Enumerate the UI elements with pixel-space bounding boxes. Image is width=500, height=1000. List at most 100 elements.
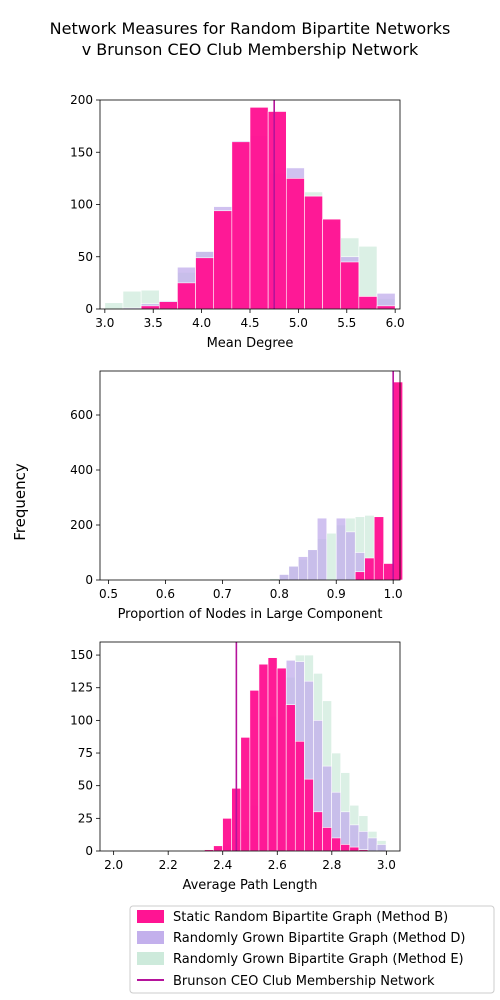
path-length-xtick-label: 2.8 [322,858,341,872]
mean-degree-bar-series0 [285,178,305,310]
path-length-bar-series1 [358,831,369,852]
path-length-bar-series0 [294,740,305,852]
large-component-xtick-label: 0.6 [156,587,175,601]
large-component-bar-series0 [354,571,366,581]
path-length-ytick-label: 25 [78,811,93,825]
mean-degree-bar-series0 [195,257,215,310]
mean-degree-bar-series0 [340,261,360,310]
legend-label-method-b: Static Random Bipartite Graph (Method B) [173,910,448,925]
path-length-xtick-label: 2.0 [104,858,123,872]
figure-ylabel: Frequency [11,463,29,541]
mean-degree-bar-series0 [158,301,178,310]
mean-degree-bar-series2 [104,302,124,310]
large-component-panel: 0.5 0.6 0.7 0.8 0.9 1.0 0 200 400 600 Proportion o… [70,370,403,622]
path-length-bar-series1 [376,844,387,852]
path-length-ytick-label: 50 [78,779,93,793]
mean-degree-bar-series0 [140,305,160,310]
mean-degree-bar-series0 [213,210,233,310]
large-component-bar-series1 [307,549,318,581]
path-length-xtick-label: 2.2 [159,858,178,872]
path-length-bar-series1 [367,837,378,852]
legend-swatch-method-d [137,931,164,944]
mean-degree-ytick-label: 0 [85,302,93,316]
large-component-bar-series1 [288,565,299,581]
legend-frame [129,905,495,994]
path-length-ytick-label: 0 [85,844,93,858]
large-component-ytick-label: 200 [70,518,93,532]
path-length-xtick-label: 2.6 [268,858,287,872]
path-length-axes-frame [99,641,401,852]
large-component-ytick-label: 0 [85,573,93,587]
path-length-ytick-label: 100 [70,713,93,727]
mean-degree-bar-series0 [376,305,396,310]
large-component-xtick-label: 0.5 [99,587,118,601]
path-length-bar-series0 [349,846,360,852]
mean-degree-xtick-label: 3.5 [144,316,163,330]
mean-degree-xtick-label: 4.5 [240,316,259,330]
path-length-xlabel: Average Path Length [182,878,317,893]
legend-swatch-method-e [137,952,164,965]
path-length-panel: 2.0 2.2 2.4 2.6 2.8 3.0 0 25 50 75 100 125 150 Averag… [70,641,401,893]
mean-degree-xtick-label: 6.0 [386,316,405,330]
path-length-ytick-label: 150 [70,648,93,662]
path-length-bar-series0 [322,827,332,852]
path-length-bar-series0 [304,778,314,852]
mean-degree-ytick-label: 150 [70,145,93,159]
mean-degree-ytick-label: 50 [78,250,93,264]
path-length-ytick-label: 75 [78,746,93,760]
legend: Static Random Bipartite Graph (Method B)… [129,905,495,994]
large-component-bar-series0 [383,563,394,581]
large-component-xtick-label: 0.7 [213,587,232,601]
mean-degree-xtick-label: 5.5 [337,316,356,330]
path-length-bar-series0 [276,667,287,852]
large-component-xtick-label: 1.0 [384,587,403,601]
path-length-bar-series0 [213,845,223,852]
figure-title-line2: v Brunson CEO Club Membership Network [82,40,419,59]
large-component-bar-series1 [335,517,347,581]
legend-label-method-e: Randomly Grown Bipartite Graph (Method E… [173,952,464,967]
mean-degree-bar-series0 [304,195,323,310]
path-length-bar-series0 [340,844,351,852]
mean-degree-panel: 3.0 3.5 4.0 4.5 5.0 5.5 6.0 0 50 100 150 200 Mean De… [70,93,405,351]
mean-degree-xtick-label: 4.0 [192,316,211,330]
large-component-bar-series2 [326,532,337,581]
mean-degree-bar-series0 [322,218,342,310]
mean-degree-xtick-label: 5.0 [289,316,308,330]
large-component-bar-series0 [373,516,384,581]
mean-degree-bar-series0 [177,282,196,310]
large-component-bar-series1 [279,574,290,581]
mean-degree-xtick-label: 3.0 [95,316,114,330]
mean-degree-bar-series0 [267,111,287,310]
mean-degree-bar-series0 [358,296,378,310]
large-component-bar-series1 [297,556,309,581]
path-length-bar-series0 [313,811,323,852]
large-component-xlabel: Proportion of Nodes in Large Component [118,607,383,622]
large-component-xtick-label: 0.8 [270,587,289,601]
mean-degree-ytick-label: 200 [70,93,93,107]
legend-label-brunson: Brunson CEO Club Membership Network [173,974,435,989]
large-component-bar-series1 [345,531,356,581]
path-length-bar-series0 [249,690,260,852]
path-length-bar-series0 [258,663,269,852]
large-component-bar-series1 [316,517,328,581]
large-component-bar-series0 [364,557,375,581]
large-component-xtick-label: 0.9 [327,587,346,601]
mean-degree-bar-series0 [231,141,251,310]
path-length-bar-series0 [285,704,296,852]
large-component-axes-frame [99,370,401,581]
large-component-ytick-label: 400 [70,463,93,477]
path-length-bar-series0 [240,737,251,852]
path-length-ytick-label: 125 [70,681,93,695]
mean-degree-bar-series0 [249,107,269,310]
legend-swatch-method-b [137,910,164,923]
mean-degree-xlabel: Mean Degree [207,336,294,351]
figure-title-line1: Network Measures for Random Bipartite Ne… [50,19,451,38]
mean-degree-ytick-label: 100 [70,198,93,212]
path-length-xtick-label: 2.4 [213,858,232,872]
legend-label-method-d: Randomly Grown Bipartite Graph (Method D… [173,931,465,946]
path-length-bar-series0 [331,837,341,852]
path-length-xtick-label: 3.0 [377,858,396,872]
large-component-ytick-label: 600 [70,408,93,422]
mean-degree-bar-series2 [122,290,142,310]
